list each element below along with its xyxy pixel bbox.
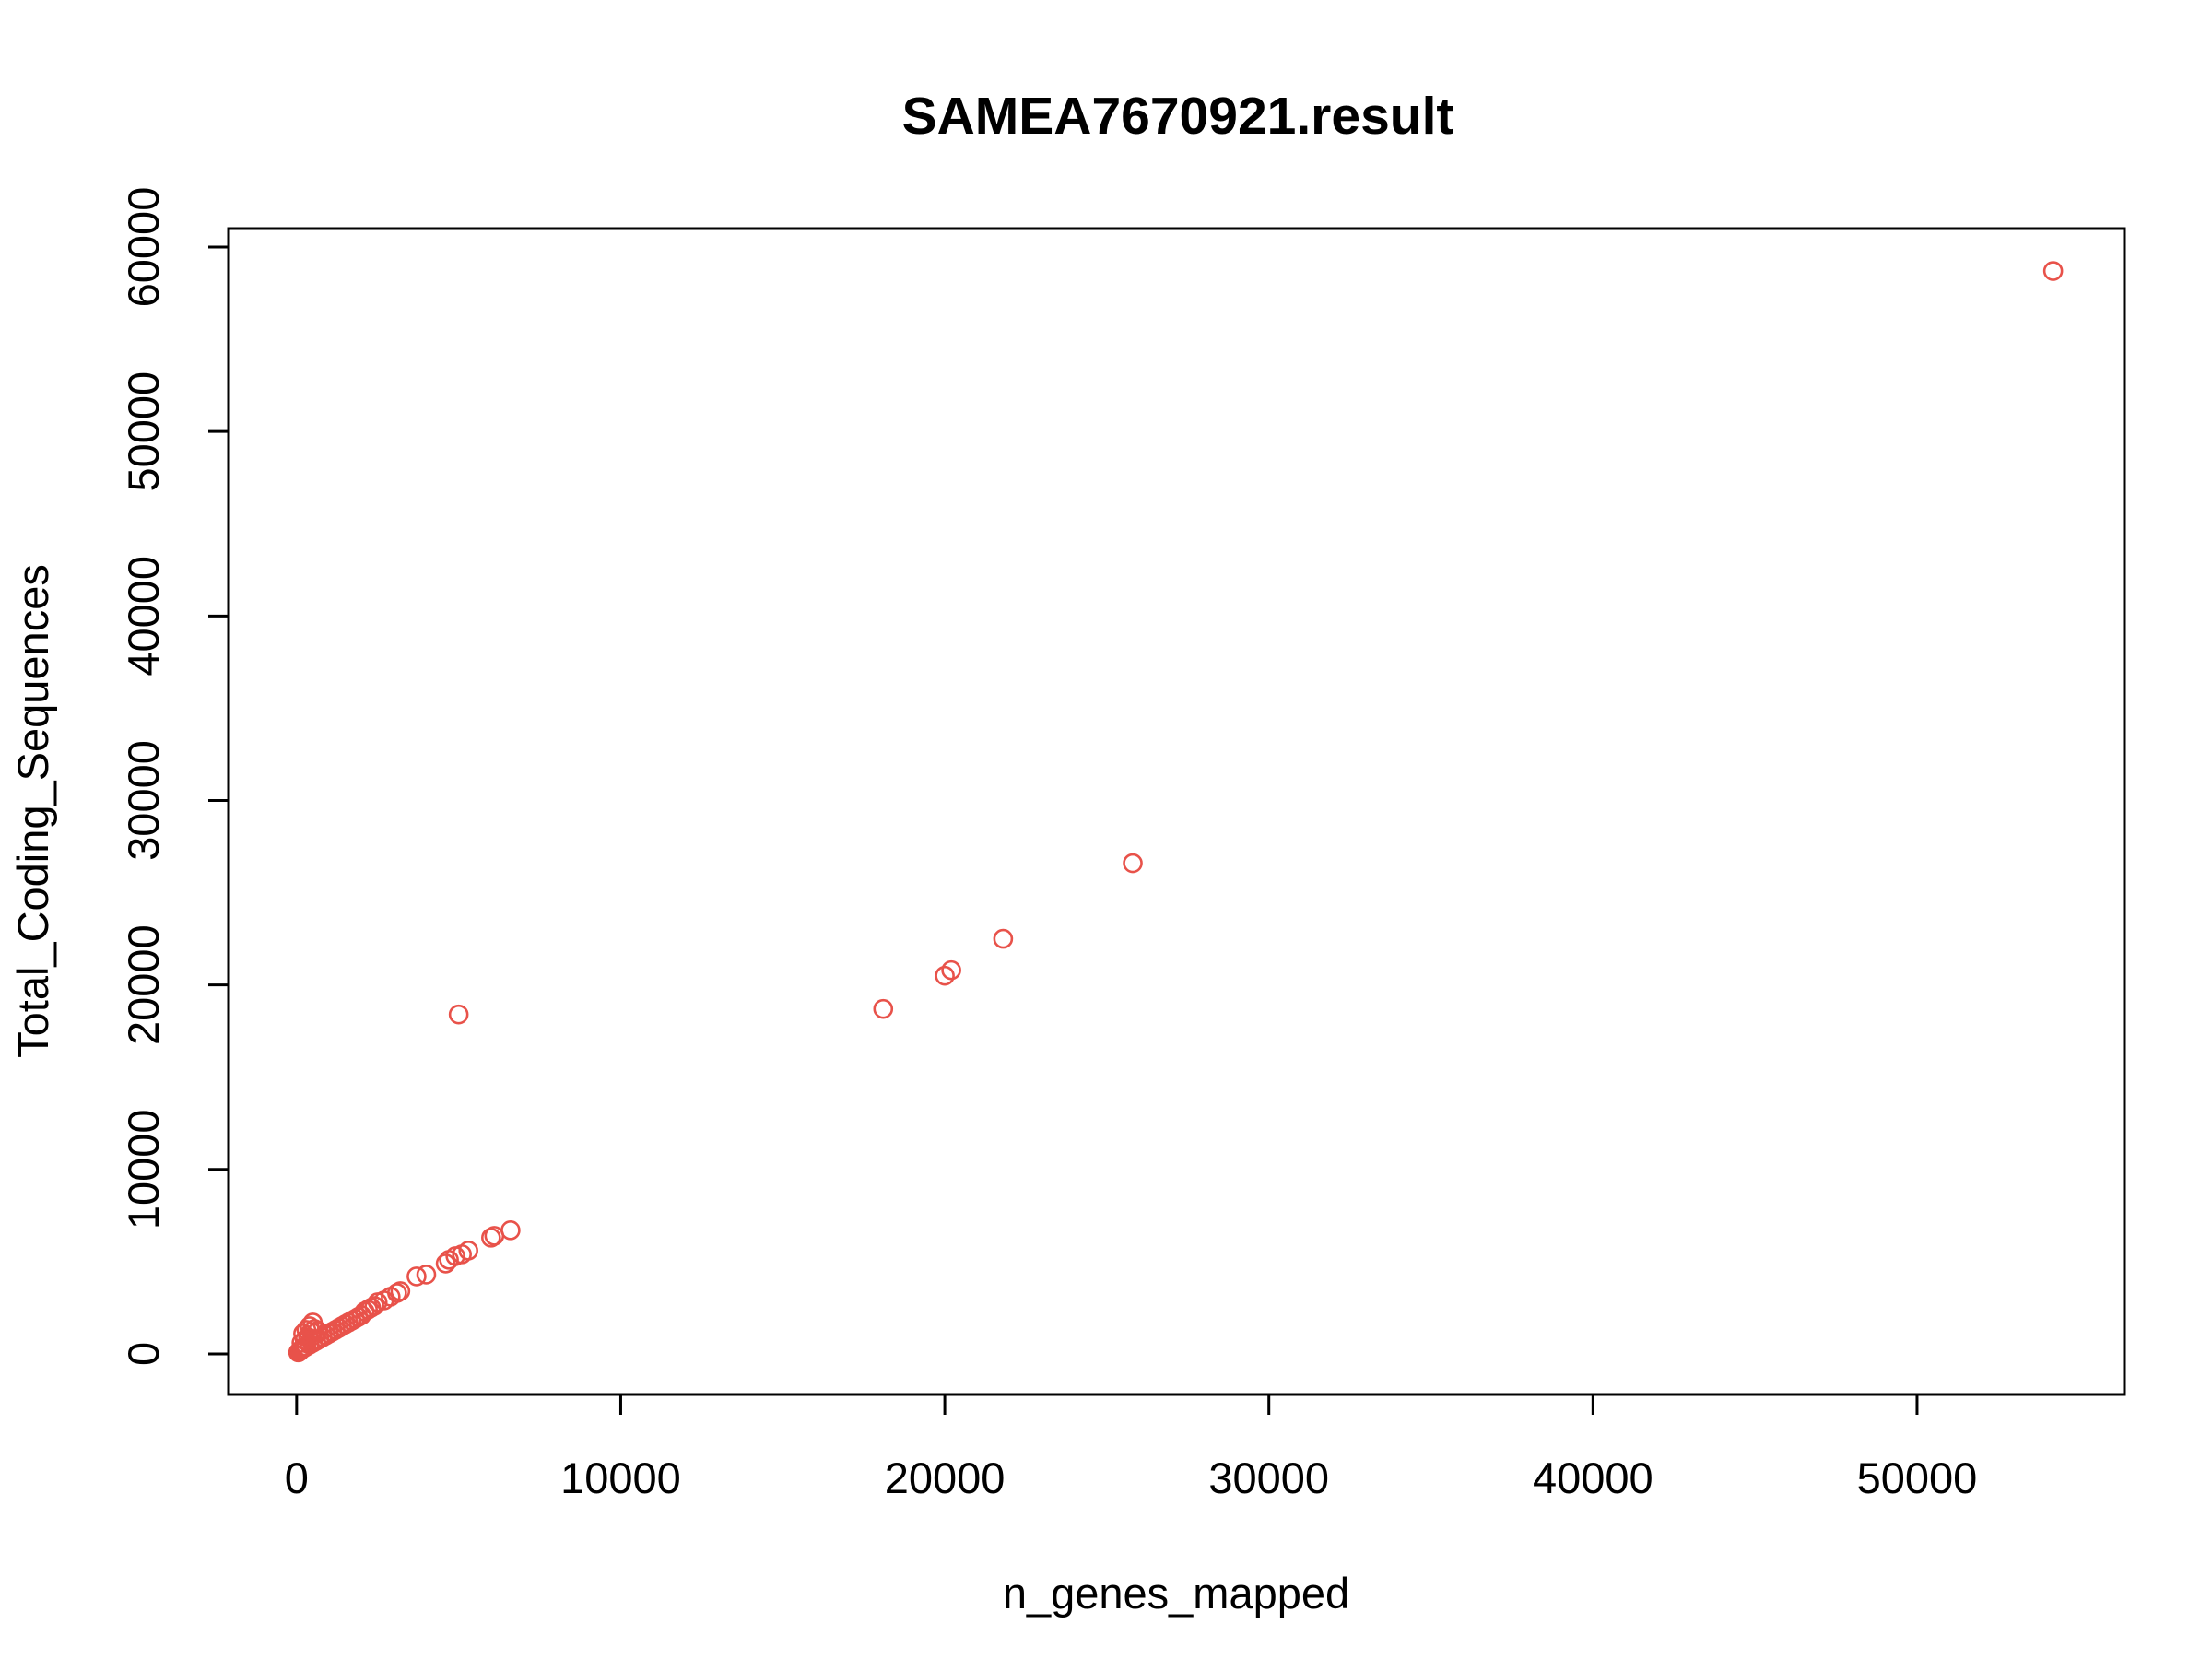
data-point [416,1265,437,1285]
data-point [873,998,894,1019]
x-tick-label: 50000 [1857,1453,1978,1502]
data-point [941,959,961,981]
y-tick-label: 50000 [119,371,168,492]
data-point [448,1004,469,1025]
y-axis-label: Total_Coding_Sequences [8,564,57,1058]
y-tick-label: 30000 [119,740,168,861]
y-axis: 0 10000 20000 30000 40000 50000 60000 [119,187,230,1366]
data-point [1123,853,1143,874]
y-tick-label: 60000 [119,187,168,308]
x-tick-label: 20000 [885,1453,1006,1502]
plot-frame [227,227,2126,1396]
chart-title: SAMEA7670921.result [902,87,1454,146]
y-tick-label: 0 [119,1342,168,1366]
data-point [435,1253,456,1274]
data-points [288,261,2064,1363]
data-point [291,1333,312,1353]
data-point [481,1228,501,1248]
y-tick-label: 20000 [119,924,168,1045]
x-tick-label: 0 [285,1453,309,1502]
x-tick-label: 30000 [1208,1453,1329,1502]
y-tick-label: 10000 [119,1109,168,1230]
data-point [406,1266,427,1287]
x-axis: 0 10000 20000 30000 40000 50000 [285,1393,1978,1502]
x-tick-label: 10000 [560,1453,681,1502]
data-point [288,1342,309,1363]
data-point [993,928,1014,949]
data-point [935,965,955,986]
data-point [300,1322,322,1342]
data-point [500,1220,521,1241]
x-tick-label: 40000 [1533,1453,1653,1502]
data-point [439,1250,459,1270]
x-axis-label: n_genes_mapped [1003,1569,1349,1618]
y-tick-label: 40000 [119,556,168,677]
data-point [307,1321,328,1341]
data-point [2042,261,2064,281]
